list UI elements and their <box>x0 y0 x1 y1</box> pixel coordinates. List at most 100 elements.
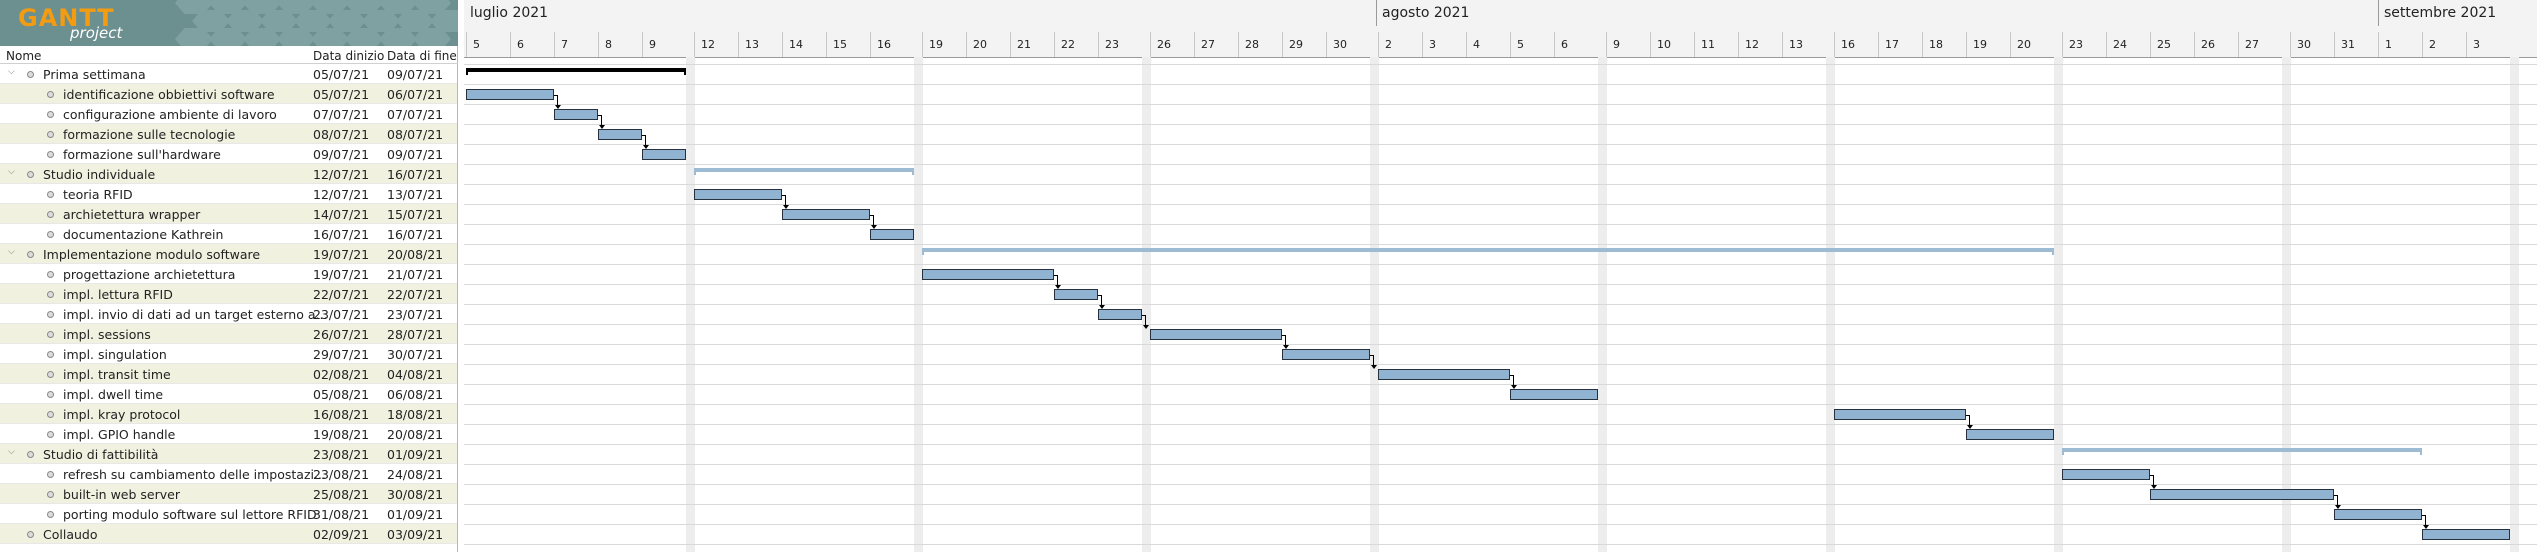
dependency-line <box>1057 274 1058 286</box>
task-bar[interactable] <box>1378 369 1510 380</box>
task-bar[interactable] <box>2150 489 2334 500</box>
task-start-date: 23/08/21 <box>313 467 370 482</box>
summary-task-bar[interactable] <box>466 68 686 75</box>
task-bullet-icon <box>47 291 54 298</box>
task-bar[interactable] <box>2062 469 2150 480</box>
task-row[interactable]: impl. GPIO handle 19/08/21 20/08/21 <box>0 424 457 444</box>
day-label: 22 <box>1061 38 1075 51</box>
task-row[interactable]: teoria RFID 12/07/21 13/07/21 <box>0 184 457 204</box>
task-bar[interactable] <box>782 209 870 220</box>
task-bar[interactable] <box>2334 509 2422 520</box>
day-separator <box>1510 32 1511 57</box>
task-row[interactable]: porting modulo software sul lettore RFID… <box>0 504 457 524</box>
gantt-chart[interactable]: luglio 2021 agosto 2021 settembre 2021 5 6 7 8… <box>464 0 2537 552</box>
ganttproject-logo: GANTT project <box>0 0 458 46</box>
task-bar[interactable] <box>466 89 554 100</box>
task-row[interactable]: impl. invio di dati ad un target esterno… <box>0 304 457 324</box>
task-row[interactable]: formazione sull'hardware 09/07/21 09/07/21 <box>0 144 457 164</box>
dependency-line <box>598 114 602 116</box>
task-end-date: 09/07/21 <box>387 147 444 162</box>
task-row[interactable]: impl. sessions 26/07/21 28/07/21 <box>0 324 457 344</box>
task-end-date: 15/07/21 <box>387 207 444 222</box>
day-label: 20 <box>973 38 987 51</box>
task-bar[interactable] <box>554 109 598 120</box>
day-label: 9 <box>649 38 656 51</box>
column-name-header[interactable]: Nome <box>6 49 42 63</box>
task-row[interactable]: refresh su cambiamento delle impostazi..… <box>0 464 457 484</box>
summary-task-bar[interactable] <box>694 168 914 175</box>
task-bar[interactable] <box>1054 289 1098 300</box>
task-row[interactable]: ⌵ Studio di fattibilità 23/08/21 01/09/21 <box>0 444 457 464</box>
summary-task-bar[interactable] <box>922 248 2054 255</box>
task-bar[interactable] <box>870 229 914 240</box>
collapse-chevron-icon[interactable]: ⌵ <box>8 167 15 177</box>
dependency-line <box>1282 334 1286 336</box>
task-bullet-icon <box>47 191 54 198</box>
task-row[interactable]: impl. singulation 29/07/21 30/07/21 <box>0 344 457 364</box>
row-gridline <box>464 104 2537 105</box>
task-bar[interactable] <box>922 269 1054 280</box>
task-row[interactable]: impl. transit time 02/08/21 04/08/21 <box>0 364 457 384</box>
task-row[interactable]: impl. dwell time 05/08/21 06/08/21 <box>0 384 457 404</box>
task-end-date: 07/07/21 <box>387 107 444 122</box>
task-row[interactable]: progettazione archietettura 19/07/21 21/07… <box>0 264 457 284</box>
collapse-chevron-icon[interactable]: ⌵ <box>8 247 15 257</box>
collapse-chevron-icon[interactable]: ⌵ <box>8 447 15 457</box>
logo-hex-shape <box>294 10 332 32</box>
task-name: identificazione obbiettivi software <box>63 87 275 102</box>
task-bar[interactable] <box>1510 389 1598 400</box>
task-end-date: 20/08/21 <box>387 247 444 262</box>
logo-hex-shape <box>192 10 230 32</box>
day-separator <box>1466 32 1467 57</box>
column-end-header[interactable]: Data di fine <box>387 49 457 63</box>
column-start-header[interactable]: Data dinizio <box>313 49 385 63</box>
task-row[interactable]: formazione sulle tecnologie 08/07/21 08/07… <box>0 124 457 144</box>
task-name: progettazione archietettura <box>63 267 236 282</box>
day-separator <box>598 32 599 57</box>
day-separator <box>1150 32 1151 57</box>
day-label: 29 <box>1289 38 1303 51</box>
day-label: 2 <box>2429 38 2436 51</box>
summary-bar-cap <box>912 168 914 175</box>
dependency-line <box>601 114 602 126</box>
day-separator <box>870 32 871 57</box>
task-bar[interactable] <box>1098 309 1142 320</box>
task-bar[interactable] <box>694 189 782 200</box>
dependency-line <box>785 194 786 206</box>
task-row[interactable]: configurazione ambiente di lavoro 07/07/2… <box>0 104 457 124</box>
dependency-line <box>554 94 558 96</box>
task-bar[interactable] <box>642 149 686 160</box>
task-name: configurazione ambiente di lavoro <box>63 107 277 122</box>
day-label: 23 <box>2069 38 2083 51</box>
task-bar[interactable] <box>598 129 642 140</box>
task-start-date: 29/07/21 <box>313 347 370 362</box>
task-row[interactable]: ⌵ Prima settimana 05/07/21 09/07/21 <box>0 64 457 84</box>
day-separator <box>1054 32 1055 57</box>
row-gridline <box>464 364 2537 365</box>
task-bar[interactable] <box>1150 329 1282 340</box>
row-gridline <box>464 524 2537 525</box>
task-row[interactable]: documentazione Kathrein 16/07/21 16/07/21 <box>0 224 457 244</box>
task-bar[interactable] <box>2422 529 2510 540</box>
task-row[interactable]: archietettura wrapper 14/07/21 15/07/21 <box>0 204 457 224</box>
dependency-line <box>642 134 646 136</box>
day-separator <box>2334 32 2335 57</box>
task-row[interactable]: ⌵ Studio individuale 12/07/21 16/07/21 <box>0 164 457 184</box>
collapse-chevron-icon[interactable]: ⌵ <box>8 67 15 77</box>
task-row[interactable]: impl. lettura RFID 22/07/21 22/07/21 <box>0 284 457 304</box>
task-row[interactable]: impl. kray protocol 16/08/21 18/08/21 <box>0 404 457 424</box>
timeline-header: luglio 2021 agosto 2021 settembre 2021 5 6 7 8… <box>464 0 2537 58</box>
day-separator <box>2010 32 2011 57</box>
day-label: 5 <box>473 38 480 51</box>
summary-task-bar[interactable] <box>2062 448 2422 455</box>
summary-bar-cap <box>2420 448 2422 455</box>
task-row[interactable]: Collaudo 02/09/21 03/09/21 <box>0 524 457 544</box>
task-bullet-icon <box>47 111 54 118</box>
task-bar[interactable] <box>1834 409 1966 420</box>
task-bar[interactable] <box>1966 429 2054 440</box>
task-bullet-icon <box>27 251 34 258</box>
task-row[interactable]: built-in web server 25/08/21 30/08/21 <box>0 484 457 504</box>
task-bar[interactable] <box>1282 349 1370 360</box>
task-row[interactable]: ⌵ Implementazione modulo software 19/07/21… <box>0 244 457 264</box>
task-row[interactable]: identificazione obbiettivi software 05/07… <box>0 84 457 104</box>
